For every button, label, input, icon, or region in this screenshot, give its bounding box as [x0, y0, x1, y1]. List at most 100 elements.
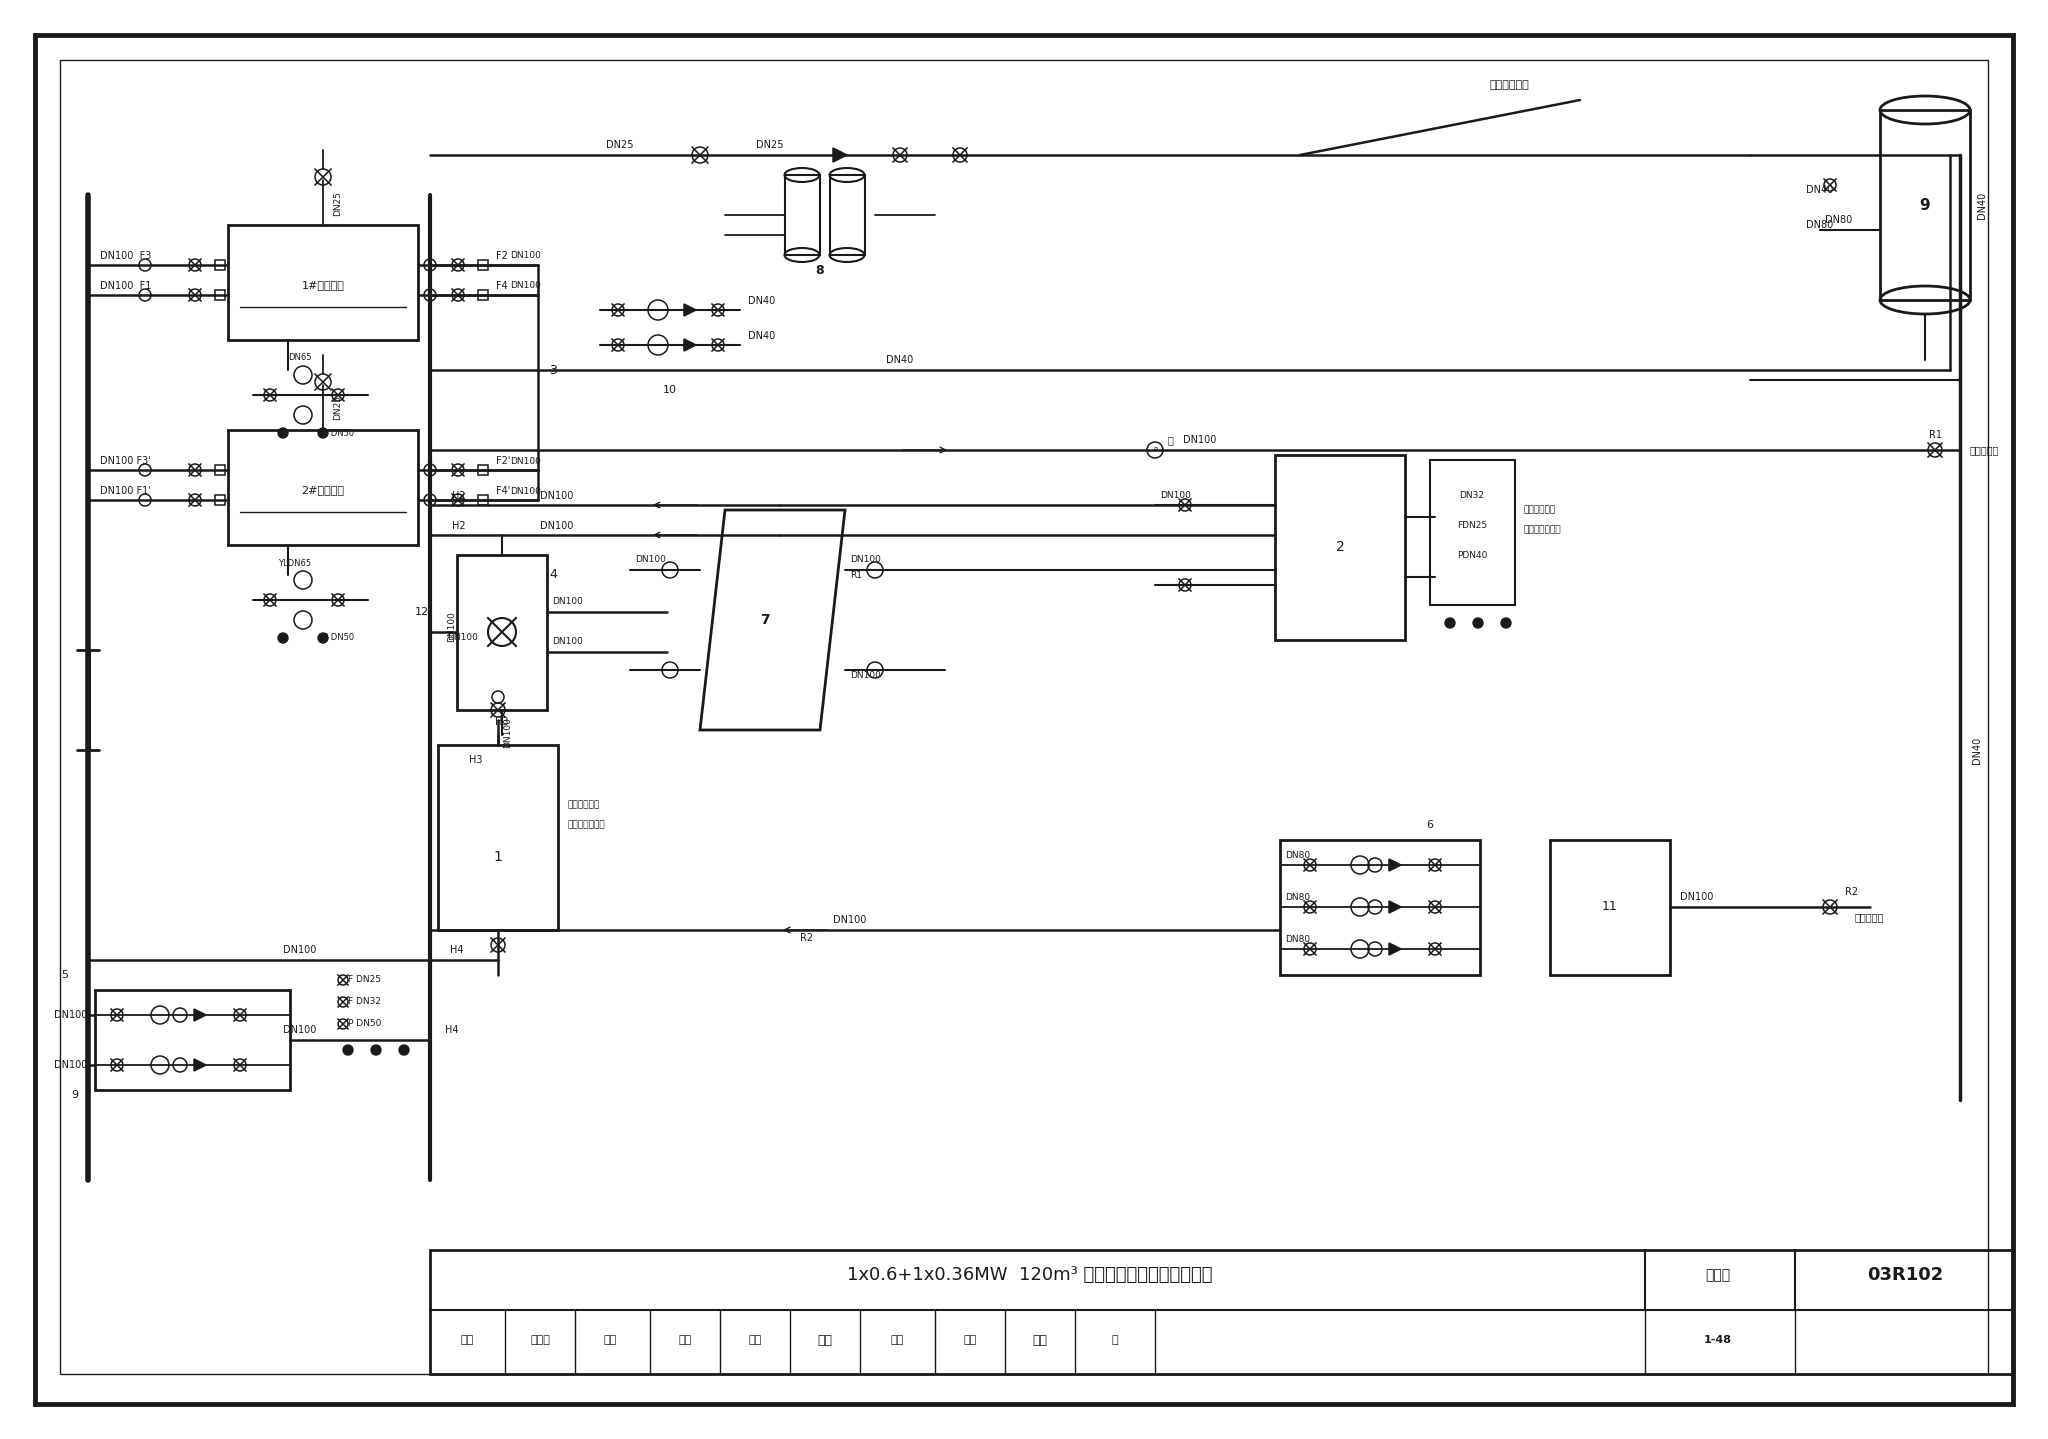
Text: P DN50: P DN50 [348, 1019, 381, 1029]
Circle shape [424, 259, 436, 271]
Bar [1550, 840, 1669, 976]
Text: 4: 4 [549, 568, 557, 581]
Text: DN100: DN100 [510, 486, 541, 495]
Text: 设计: 设计 [891, 1335, 903, 1345]
Text: PDN40: PDN40 [1456, 551, 1487, 560]
Text: DN100: DN100 [283, 945, 317, 955]
Text: H2: H2 [453, 491, 465, 501]
Text: 超温超压保护: 超温超压保护 [567, 800, 600, 810]
Circle shape [647, 335, 668, 355]
Circle shape [152, 1056, 170, 1073]
Text: DN100 F1': DN100 F1' [100, 486, 152, 496]
Circle shape [139, 259, 152, 271]
Text: 2: 2 [1335, 540, 1343, 554]
Text: 1-48: 1-48 [1704, 1335, 1733, 1345]
Polygon shape [195, 1059, 207, 1071]
Text: 6: 6 [1427, 820, 1434, 830]
Text: 5: 5 [61, 970, 68, 980]
Circle shape [279, 427, 289, 437]
Text: 2#蓄热水箱: 2#蓄热水箱 [301, 485, 344, 495]
Bar [438, 745, 557, 930]
Text: H3: H3 [469, 755, 483, 766]
Text: 余莙: 余莙 [748, 1335, 762, 1345]
Circle shape [139, 494, 152, 507]
Text: DN100: DN100 [510, 456, 541, 465]
Text: DN40: DN40 [1976, 191, 1987, 219]
Polygon shape [684, 340, 696, 351]
Text: DN25: DN25 [756, 140, 784, 150]
Text: DN40: DN40 [1806, 186, 1833, 196]
Circle shape [1352, 856, 1368, 873]
Text: F4: F4 [496, 281, 508, 291]
Text: F2': F2' [496, 456, 510, 466]
Text: F DN25: F DN25 [348, 976, 381, 984]
Circle shape [424, 463, 436, 476]
Text: DN80: DN80 [1825, 214, 1851, 224]
Text: DN25: DN25 [334, 190, 342, 216]
Text: F4': F4' [496, 486, 510, 496]
Circle shape [295, 571, 311, 589]
Text: DN80: DN80 [1284, 935, 1311, 944]
Text: DN100: DN100 [449, 612, 457, 642]
Bar [215, 465, 225, 475]
Text: H3: H3 [496, 717, 508, 727]
Circle shape [152, 1006, 170, 1025]
Text: DN100: DN100 [1184, 435, 1217, 445]
Bar [477, 465, 487, 475]
Circle shape [295, 366, 311, 384]
Text: DN100 F3': DN100 F3' [100, 456, 152, 466]
Circle shape [371, 1045, 381, 1055]
Text: FDN25: FDN25 [1456, 521, 1487, 530]
Text: 接至锅炉控制箱: 接至锅炉控制箱 [1524, 525, 1561, 534]
Text: H4: H4 [451, 945, 463, 955]
Text: H4: H4 [444, 1025, 459, 1035]
Text: 接外网回水: 接外网回水 [1855, 912, 1884, 922]
Circle shape [647, 299, 668, 319]
Circle shape [295, 612, 311, 629]
Text: P: P [1153, 448, 1157, 453]
Bar [1280, 840, 1481, 976]
Text: DN80: DN80 [1284, 852, 1311, 861]
Text: DN80: DN80 [1806, 220, 1833, 230]
Bar [829, 176, 864, 255]
Circle shape [342, 1045, 352, 1055]
Circle shape [279, 633, 289, 643]
Polygon shape [1389, 901, 1401, 912]
Text: DN100: DN100 [53, 1010, 86, 1020]
Text: DN100: DN100 [1159, 491, 1190, 499]
Polygon shape [684, 304, 696, 317]
Text: 1: 1 [494, 850, 502, 863]
Bar [215, 260, 225, 271]
Text: F DN32: F DN32 [348, 997, 381, 1006]
Text: 校对: 校对 [678, 1335, 692, 1345]
Text: 接外网供水: 接外网供水 [1970, 445, 1999, 455]
Text: DN100: DN100 [850, 671, 881, 679]
Polygon shape [1389, 859, 1401, 871]
Circle shape [399, 1045, 410, 1055]
Circle shape [424, 494, 436, 507]
Polygon shape [195, 1009, 207, 1022]
Text: 9: 9 [72, 1089, 78, 1099]
Text: DN100: DN100 [553, 597, 584, 606]
Circle shape [139, 289, 152, 301]
Text: 图集号: 图集号 [1706, 1268, 1731, 1282]
Text: P DN50: P DN50 [324, 429, 354, 437]
Text: DN40: DN40 [748, 331, 776, 341]
Text: H2: H2 [453, 521, 465, 531]
Circle shape [139, 463, 152, 476]
Text: 接自来水管道: 接自来水管道 [1491, 81, 1530, 91]
Circle shape [1446, 617, 1454, 627]
Polygon shape [1389, 943, 1401, 955]
Text: 邯小珍: 邯小珍 [530, 1335, 551, 1345]
Bar [227, 224, 418, 340]
Text: 超温超压保护: 超温超压保护 [1524, 505, 1554, 515]
Text: 宗轶: 宗轶 [1032, 1334, 1047, 1347]
Bar [215, 291, 225, 299]
Bar [477, 291, 487, 299]
Polygon shape [834, 148, 848, 163]
Text: 7: 7 [760, 613, 770, 627]
Text: F2: F2 [496, 250, 508, 260]
Bar [784, 176, 819, 255]
Text: DN100: DN100 [850, 555, 881, 564]
Text: 郝轶: 郝轶 [963, 1335, 977, 1345]
